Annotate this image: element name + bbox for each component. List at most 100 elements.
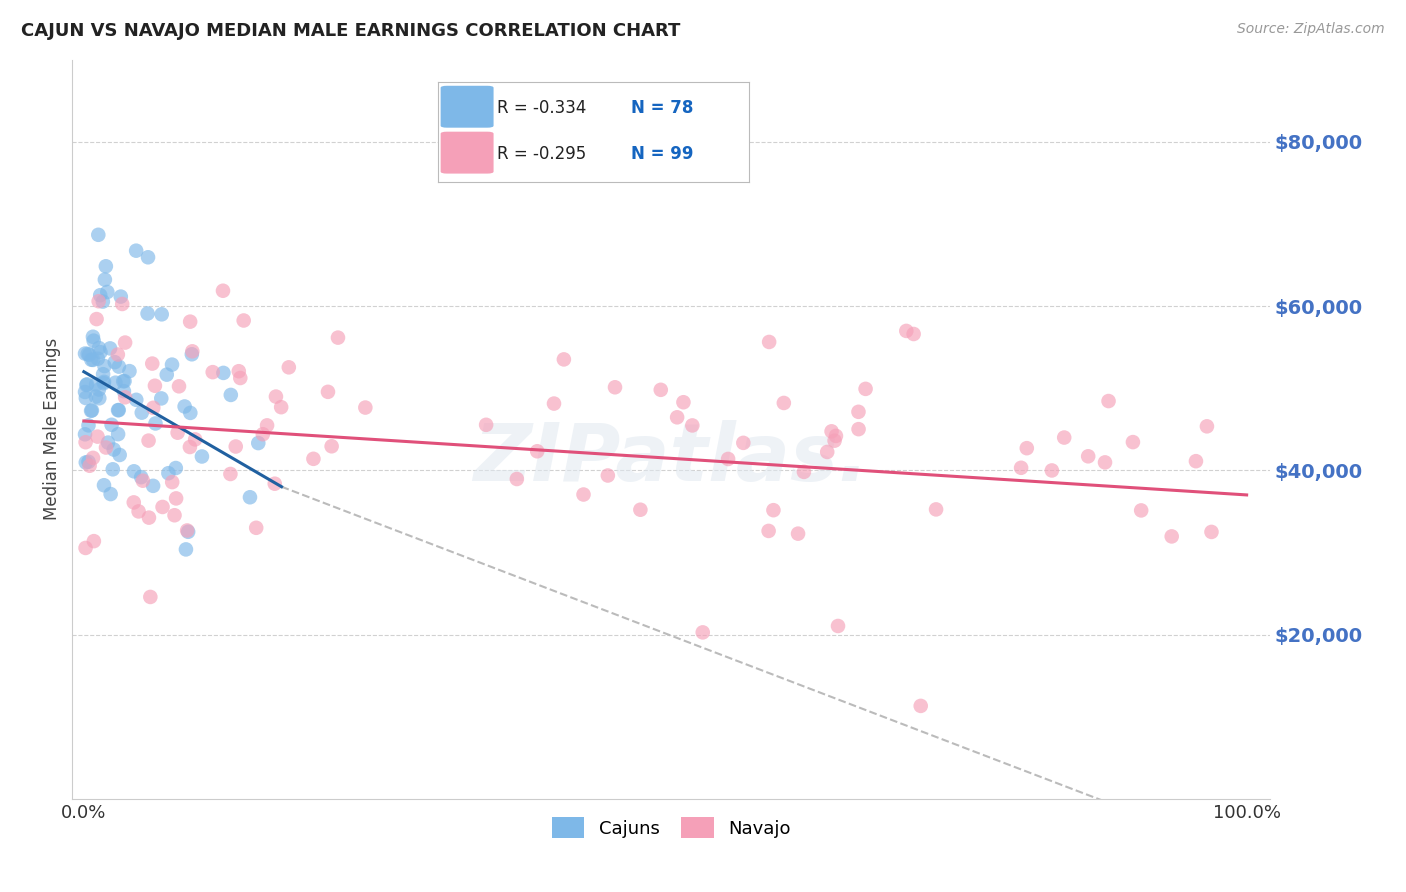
Point xyxy=(855,382,877,396)
Point xyxy=(82,330,104,344)
Point xyxy=(75,541,97,555)
Point xyxy=(167,379,190,393)
Point xyxy=(1094,455,1116,469)
Point xyxy=(107,427,129,442)
Point xyxy=(326,330,349,344)
Point xyxy=(136,250,159,264)
Point xyxy=(256,418,278,433)
Point xyxy=(263,476,285,491)
Point xyxy=(152,500,174,514)
Point xyxy=(165,461,187,475)
Text: ZIPatlas.: ZIPatlas. xyxy=(474,420,869,498)
Point xyxy=(107,403,129,417)
Point xyxy=(91,368,114,382)
Point xyxy=(77,348,100,362)
Point xyxy=(112,384,135,399)
Point xyxy=(77,418,100,433)
Point xyxy=(910,698,932,713)
Point xyxy=(681,418,703,433)
Point xyxy=(93,478,115,492)
Point xyxy=(79,458,101,473)
Point xyxy=(104,355,127,369)
Point xyxy=(733,435,755,450)
Point xyxy=(150,307,173,321)
Point xyxy=(142,479,165,493)
Point xyxy=(141,357,163,371)
Point xyxy=(118,364,141,378)
Point xyxy=(97,435,120,450)
Point xyxy=(110,290,132,304)
Point xyxy=(112,374,135,388)
Point xyxy=(1122,435,1144,450)
Point xyxy=(219,467,242,481)
Point xyxy=(128,504,150,518)
Point xyxy=(108,448,131,462)
Point xyxy=(181,344,204,359)
Point xyxy=(87,383,110,397)
Point xyxy=(543,396,565,410)
Point xyxy=(138,510,160,524)
Point xyxy=(692,625,714,640)
Point xyxy=(239,490,262,504)
Point xyxy=(80,403,103,417)
Point xyxy=(107,347,129,361)
Point xyxy=(179,440,201,454)
Point xyxy=(666,410,689,425)
Point xyxy=(100,417,122,432)
Point xyxy=(1053,431,1076,445)
Point xyxy=(475,417,498,432)
Point xyxy=(572,487,595,501)
Point xyxy=(252,427,274,442)
Point xyxy=(114,335,136,350)
Point xyxy=(225,440,247,454)
Point xyxy=(156,368,179,382)
Point xyxy=(603,380,626,394)
Point xyxy=(122,464,145,478)
Point xyxy=(184,433,207,447)
Point xyxy=(83,334,105,348)
Point xyxy=(354,401,377,415)
Point xyxy=(1201,524,1223,539)
Point xyxy=(89,345,111,359)
Point xyxy=(138,434,160,448)
Point xyxy=(84,390,107,404)
Point xyxy=(825,429,848,443)
Point xyxy=(758,524,780,538)
Point xyxy=(174,542,197,557)
Point xyxy=(87,294,110,309)
Point xyxy=(1185,454,1208,468)
Point xyxy=(165,491,187,506)
Point xyxy=(166,425,188,440)
Point xyxy=(219,388,242,402)
Point xyxy=(107,403,129,417)
Point xyxy=(80,403,103,417)
Point xyxy=(91,294,114,309)
Point xyxy=(848,405,870,419)
Point xyxy=(1040,463,1063,477)
Point xyxy=(650,383,672,397)
Point xyxy=(93,376,115,391)
Point xyxy=(173,400,195,414)
Point xyxy=(553,352,575,367)
Point xyxy=(896,324,918,338)
Point xyxy=(820,425,842,439)
Point xyxy=(177,524,200,539)
Point xyxy=(139,590,162,604)
Point xyxy=(94,272,117,286)
Point xyxy=(925,502,948,516)
Point xyxy=(628,502,651,516)
Point xyxy=(157,467,180,481)
Point xyxy=(75,391,97,405)
Point xyxy=(758,334,780,349)
Point xyxy=(75,435,97,450)
Point xyxy=(87,227,110,242)
Point xyxy=(96,285,118,299)
Point xyxy=(93,359,115,373)
Point xyxy=(94,260,117,274)
Point xyxy=(150,392,173,406)
Point xyxy=(815,445,838,459)
Point xyxy=(82,352,104,367)
Point xyxy=(87,351,110,366)
Point xyxy=(848,422,870,436)
Point xyxy=(1195,419,1218,434)
